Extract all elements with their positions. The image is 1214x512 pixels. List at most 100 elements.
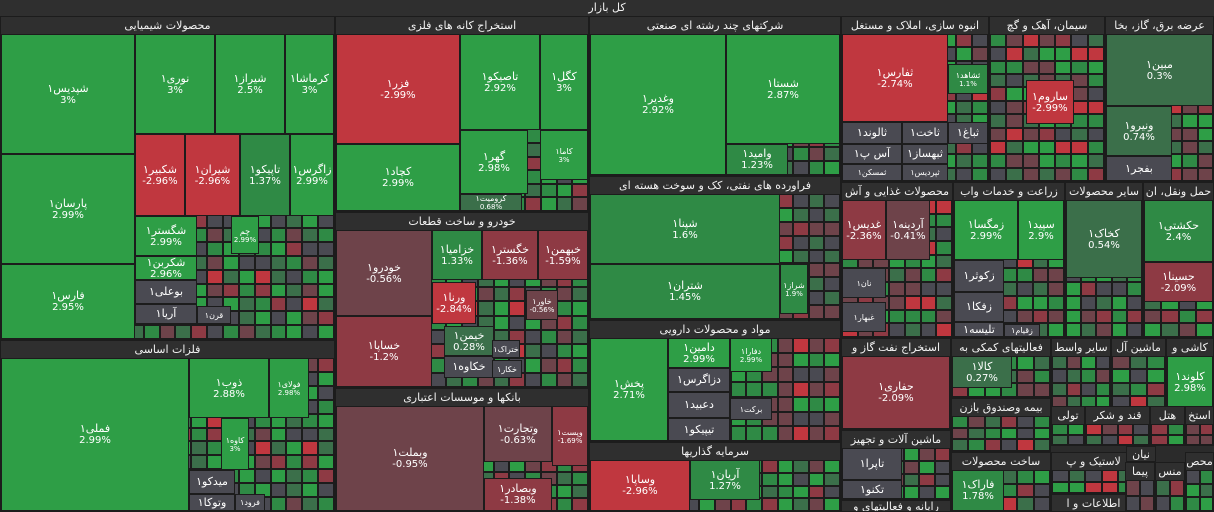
small-stock-tile[interactable] (1068, 424, 1084, 435)
stock-tile-0-5[interactable]: شکبیر۱ -2.96% (135, 134, 185, 216)
small-stock-tile[interactable] (1081, 356, 1096, 370)
stock-tile-3-9[interactable]: ختراک۱ (492, 340, 520, 358)
small-stock-tile[interactable] (1071, 140, 1088, 155)
small-stock-tile[interactable] (318, 358, 334, 372)
small-stock-tile[interactable] (936, 295, 952, 310)
small-stock-tile[interactable] (777, 396, 794, 412)
small-stock-tile[interactable] (207, 241, 223, 256)
small-stock-tile[interactable] (824, 146, 840, 161)
small-stock-tile[interactable] (746, 498, 762, 511)
stock-tile-3-2[interactable]: خگستر۱ -1.36% (482, 230, 538, 280)
small-stock-tile[interactable] (286, 469, 303, 484)
small-stock-tile[interactable] (175, 325, 192, 339)
small-stock-tile[interactable] (1101, 424, 1118, 435)
small-stock-tile[interactable] (270, 469, 287, 484)
small-stock-tile[interactable] (793, 338, 809, 353)
small-stock-tile[interactable] (286, 228, 303, 242)
small-stock-tile[interactable] (824, 498, 840, 511)
small-stock-tile[interactable] (318, 427, 334, 442)
small-stock-tile[interactable] (808, 460, 825, 473)
small-stock-tile[interactable] (1066, 295, 1082, 310)
small-stock-tile[interactable] (1126, 282, 1142, 296)
small-stock-tile[interactable] (1022, 34, 1039, 48)
stock-tile-16-0[interactable]: حفاری۱ -2.09% (842, 356, 950, 429)
stock-tile-9-8[interactable]: ثشاهد۱ 1.1% (948, 64, 988, 94)
small-stock-tile[interactable] (1199, 434, 1213, 445)
small-stock-tile[interactable] (1182, 140, 1198, 155)
small-stock-tile[interactable] (777, 352, 794, 368)
small-stock-tile[interactable] (1038, 47, 1056, 61)
stock-tile-21-0[interactable]: فاراک۱ 1.78% (952, 470, 1004, 511)
small-stock-tile[interactable] (286, 455, 303, 470)
small-stock-tile[interactable] (1087, 114, 1104, 128)
sector-24[interactable]: کاشی و کلوند۱ 2.98% (1166, 338, 1214, 410)
small-stock-tile[interactable] (1017, 369, 1034, 384)
small-stock-tile[interactable] (1071, 154, 1088, 168)
small-stock-tile[interactable] (1071, 60, 1088, 75)
small-stock-tile[interactable] (509, 315, 525, 330)
small-stock-tile[interactable] (1101, 434, 1118, 445)
small-stock-tile[interactable] (761, 460, 778, 473)
small-stock-tile[interactable] (968, 439, 985, 451)
small-stock-tile[interactable] (824, 472, 840, 486)
small-stock-tile[interactable] (1066, 382, 1081, 396)
small-stock-tile[interactable] (990, 60, 1007, 75)
sector-32[interactable]: منس (1155, 462, 1185, 512)
small-stock-tile[interactable] (286, 483, 303, 498)
small-stock-tile[interactable] (572, 344, 588, 359)
small-stock-tile[interactable] (904, 268, 921, 283)
small-stock-tile[interactable] (207, 255, 223, 270)
small-stock-tile[interactable] (936, 227, 952, 242)
small-stock-tile[interactable] (270, 214, 287, 229)
small-stock-tile[interactable] (1081, 369, 1096, 383)
small-stock-tile[interactable] (302, 228, 319, 242)
small-stock-tile[interactable] (1199, 424, 1213, 435)
small-stock-tile[interactable] (1147, 369, 1165, 383)
small-stock-tile[interactable] (971, 154, 988, 168)
small-stock-tile[interactable] (1186, 483, 1200, 498)
small-stock-tile[interactable] (1087, 167, 1104, 181)
small-stock-tile[interactable] (919, 473, 935, 487)
small-stock-tile[interactable] (525, 344, 541, 359)
small-stock-tile[interactable] (1182, 154, 1198, 168)
stock-tile-3-1[interactable]: خزامیا۱ 1.33% (432, 230, 482, 280)
sector-14[interactable]: سایر محصولات کخاک۱ 0.54% (1065, 182, 1143, 338)
sector-0[interactable]: محصولات شیمیایی شپدیس۱ 3% نوری۱ 3% شیراز۱ 2.5%… (0, 16, 335, 340)
small-stock-tile[interactable] (904, 295, 921, 310)
small-stock-tile[interactable] (1087, 140, 1104, 155)
small-stock-tile[interactable] (1117, 424, 1134, 435)
stock-tile-3-5[interactable]: خاور۱ -0.56% (526, 290, 558, 320)
stock-tile-13-3[interactable]: زفکا۱ (954, 292, 1004, 322)
stock-tile-4-1[interactable]: وتجارت۱ -0.63% (484, 406, 552, 462)
small-stock-tile[interactable] (808, 146, 825, 161)
small-stock-tile[interactable] (1081, 382, 1096, 396)
small-stock-tile[interactable] (777, 485, 794, 499)
small-stock-tile[interactable] (971, 47, 988, 61)
small-stock-tile[interactable] (968, 416, 985, 428)
small-stock-tile[interactable] (1016, 268, 1033, 283)
small-stock-tile[interactable] (556, 497, 573, 511)
small-stock-tile[interactable] (990, 100, 1007, 115)
small-stock-tile[interactable] (1052, 356, 1067, 370)
small-stock-tile[interactable] (540, 329, 557, 345)
small-stock-tile[interactable] (540, 358, 557, 373)
small-stock-tile[interactable] (1101, 481, 1119, 493)
small-stock-tile[interactable] (904, 323, 921, 337)
small-stock-tile[interactable] (936, 213, 952, 228)
stock-tile-0-3[interactable]: کرماشا۱ 3% (285, 34, 334, 134)
small-stock-tile[interactable] (286, 427, 303, 442)
stock-tile-12-1[interactable]: آردینه۱ -0.41% (886, 200, 930, 260)
sector-16[interactable]: استخراج نفت گاز و حفاری۱ -2.09% (841, 338, 951, 430)
small-stock-tile[interactable] (793, 367, 809, 383)
stock-tile-11-0[interactable]: مبین۱ 0.3% (1106, 34, 1213, 106)
small-stock-tile[interactable] (990, 140, 1007, 155)
small-stock-tile[interactable] (955, 47, 972, 61)
small-stock-tile[interactable] (318, 214, 334, 229)
small-stock-tile[interactable] (793, 207, 809, 222)
small-stock-tile[interactable] (1156, 495, 1170, 511)
small-stock-tile[interactable] (1178, 323, 1196, 337)
small-stock-tile[interactable] (1085, 470, 1102, 482)
small-stock-tile[interactable] (270, 255, 287, 270)
small-stock-tile[interactable] (971, 34, 988, 48)
small-stock-tile[interactable] (889, 268, 905, 283)
